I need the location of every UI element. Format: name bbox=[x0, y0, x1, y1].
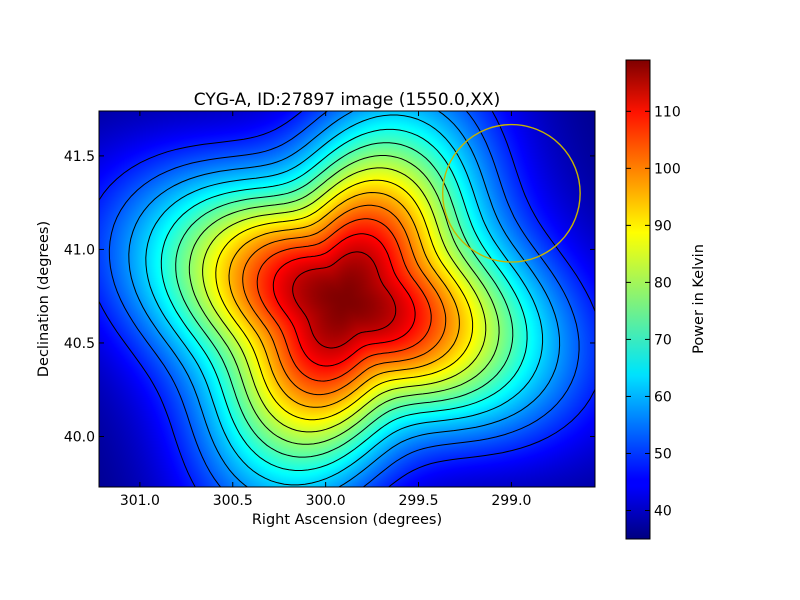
x-axis-ticks: 301.0 300.5 300.0 299.5 299.0 bbox=[120, 111, 531, 509]
contour-lines bbox=[99, 111, 595, 487]
contour-line bbox=[202, 167, 487, 433]
colorbar bbox=[626, 60, 650, 539]
contour-line bbox=[272, 233, 416, 367]
x-tick-label: 300.5 bbox=[213, 493, 253, 509]
colorbar-tick-label: 90 bbox=[654, 218, 672, 234]
y-tick-label: 41.5 bbox=[64, 149, 95, 165]
contour-line bbox=[175, 142, 514, 458]
colorbar-ticks: 40 50 60 70 80 90 100 110 bbox=[626, 104, 681, 519]
contour-line bbox=[256, 218, 432, 382]
heatmap-image bbox=[99, 111, 595, 487]
y-axis-label: Declination (degrees) bbox=[36, 221, 52, 377]
x-axis-label: Right Ascension (degrees) bbox=[252, 512, 442, 528]
y-tick-label: 41.0 bbox=[64, 242, 95, 258]
contour-line bbox=[160, 128, 528, 471]
contour-line bbox=[108, 111, 580, 487]
colorbar-tick-label: 100 bbox=[654, 161, 681, 177]
contour-line bbox=[128, 111, 561, 487]
y-tick-label: 40.0 bbox=[64, 429, 95, 445]
x-tick-label: 299.5 bbox=[398, 493, 438, 509]
x-tick-label: 299.0 bbox=[491, 493, 531, 509]
x-tick-label: 300.0 bbox=[306, 493, 346, 509]
chart-title: CYG-A, ID:27897 image (1550.0,XX) bbox=[194, 90, 500, 110]
plot-frame bbox=[98, 110, 596, 488]
contour-line bbox=[215, 179, 474, 421]
colorbar-tick-label: 70 bbox=[654, 332, 672, 348]
contour-line bbox=[228, 191, 460, 408]
colorbar-tick-label: 110 bbox=[654, 104, 681, 120]
heatmap-plot bbox=[99, 111, 595, 487]
annotation-circle bbox=[441, 123, 581, 263]
contour-line bbox=[145, 114, 544, 486]
contour-line bbox=[292, 251, 397, 349]
colorbar-tick-label: 40 bbox=[654, 503, 672, 519]
colorbar-tick-label: 80 bbox=[654, 275, 672, 291]
colorbar-label: Power in Kelvin bbox=[691, 244, 707, 354]
colorbar-frame bbox=[625, 59, 651, 540]
x-tick-label: 301.0 bbox=[120, 493, 160, 509]
colorbar-tick-label: 50 bbox=[654, 446, 672, 462]
contour-line bbox=[99, 111, 595, 487]
colorbar-tick-label: 60 bbox=[654, 389, 672, 405]
contour-line bbox=[188, 155, 500, 445]
contour-line bbox=[242, 204, 447, 396]
y-tick-label: 40.5 bbox=[64, 336, 95, 352]
y-axis-ticks: 40.0 40.5 41.0 41.5 bbox=[64, 149, 595, 445]
